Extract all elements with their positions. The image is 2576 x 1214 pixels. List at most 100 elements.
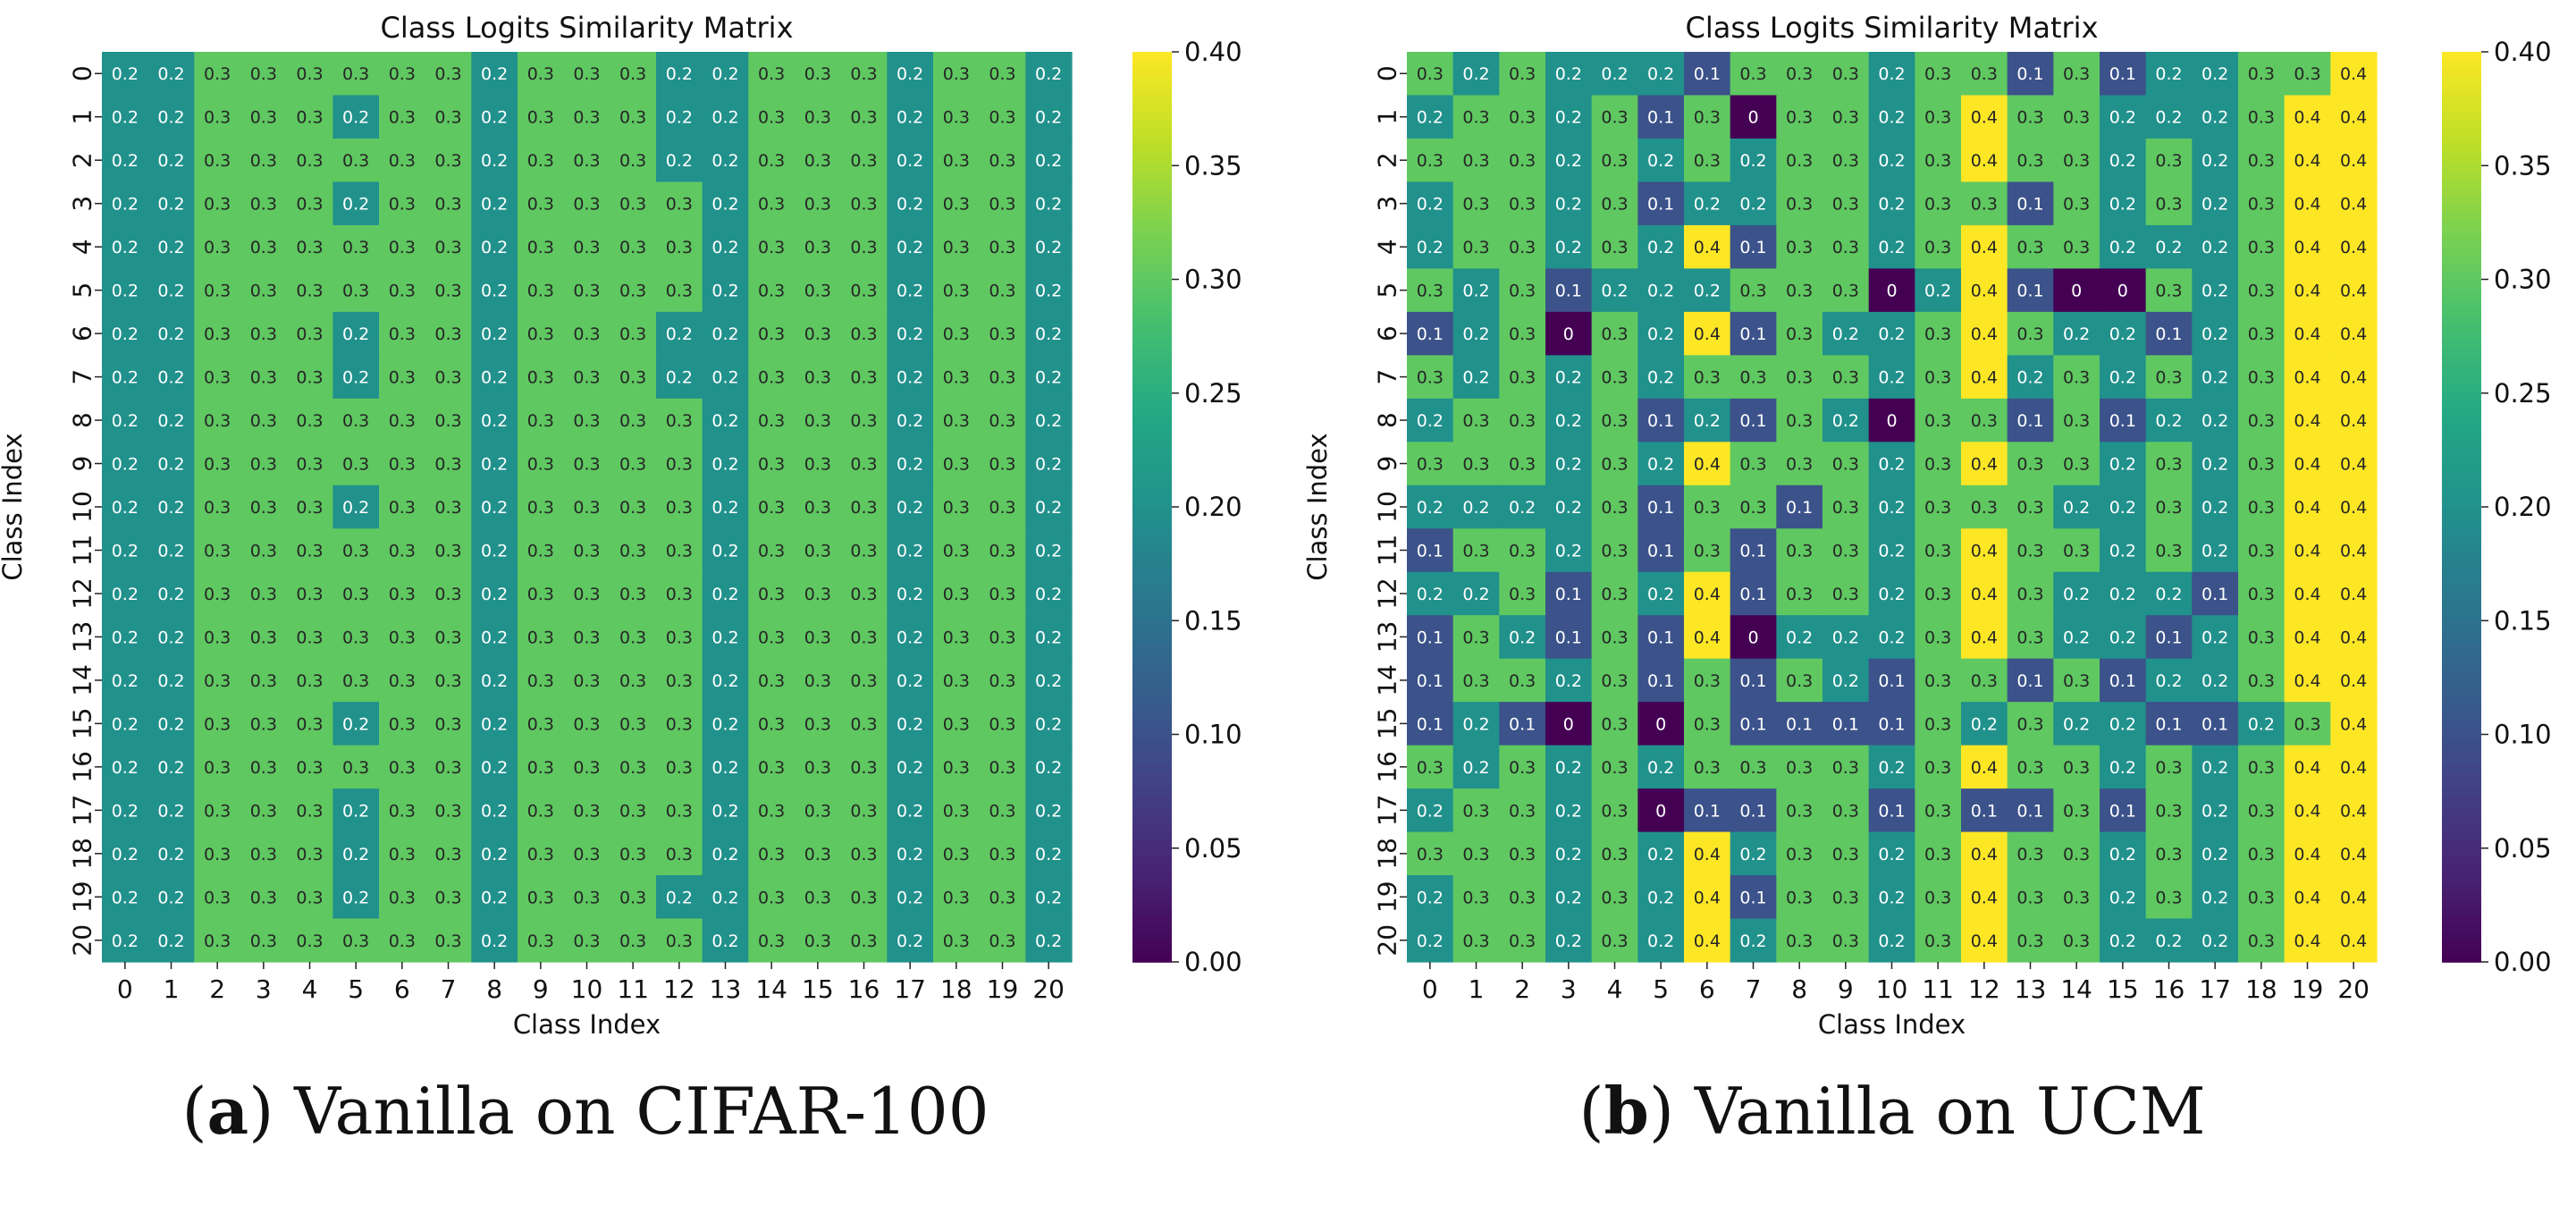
panel-a-cell-label: 0.3 [296,411,323,431]
panel-a-cell-label: 0.3 [342,585,369,604]
panel-b-cell [1591,311,1638,356]
panel-b-cell [2100,442,2147,486]
panel-b-colorbar-strip [2442,400,2481,409]
panel-b-cell [1407,571,1454,616]
panel-b-cell-label: 0.1 [1694,801,1721,821]
panel-a-cell [379,571,426,616]
panel-b-cell-label: 0.4 [2294,455,2320,475]
panel-a-cell [887,485,934,529]
panel-b-cell-label: 0.3 [1694,714,1721,734]
panel-a-cell [887,95,934,139]
panel-a-cell-label: 0.3 [619,455,646,475]
panel-b-cell [1637,875,1685,920]
panel-b-cell [2100,745,2147,789]
panel-a-cell-label: 0.3 [342,411,369,431]
panel-b-cell [1499,615,1546,660]
panel-a-cell-label: 0.3 [850,411,877,431]
panel-b-cell [1961,268,2008,313]
panel-b-cell-label: 0.4 [2294,671,2320,691]
panel-a-cell [795,52,842,97]
panel-b-cell [2053,831,2100,876]
panel-a-cell [286,875,333,920]
panel-b-cell [1545,95,1593,139]
panel-b-colorbar-strip [2442,257,2481,266]
panel-a-cell-label: 0.3 [204,628,231,647]
panel-b-cell [1684,528,1731,573]
panel-b-cell-label: 0.2 [1647,238,1674,257]
panel-b-cell [2330,311,2378,356]
panel-a-cell-label: 0.2 [897,151,923,171]
panel-b-colorbar-strip [2442,901,2481,910]
panel-b-cell [1684,788,1731,833]
panel-a-cell [795,138,842,183]
panel-a-x-tick-label: 4 [302,974,318,1004]
panel-a-cell [610,918,657,963]
panel-a-cell [840,702,888,746]
panel-a-cell [563,615,610,660]
panel-a-cell-label: 0.3 [434,671,461,691]
panel-a-cell [610,138,657,183]
panel-b-cell-label: 0.4 [2340,585,2367,604]
panel-a-cell-label: 0.3 [804,585,831,604]
panel-a-colorbar-strip [1132,696,1172,705]
panel-b-cell [2053,875,2100,920]
panel-a-x-tick-label: 18 [940,974,972,1004]
panel-b-colorbar-strip [2442,52,2481,61]
panel-b-cell-label: 0.2 [2109,628,2136,647]
panel-b-colorbar-tick-label: 0.05 [2494,833,2552,864]
panel-b-cell [1730,788,1777,833]
panel-a-cell [748,268,796,313]
panel-b-cell [2330,268,2378,313]
panel-a-colorbar-strip [1132,468,1172,477]
panel-a-cell [748,442,796,486]
panel-b-cell-label: 0.3 [1924,368,1951,388]
panel-a-cell [656,528,703,573]
panel-a-colorbar-strip [1132,362,1172,372]
panel-b-cell-label: 0.3 [1832,888,1859,907]
panel-a-cell-label: 0.2 [157,411,184,431]
panel-a-cell-label: 0.3 [943,325,970,344]
panel-a-cell [379,442,426,486]
panel-a-cell [518,615,565,660]
panel-a-cell [240,268,288,313]
panel-a-cell [102,875,149,920]
panel-b-cell-label: 0.2 [2201,64,2228,84]
panel-a-cell-label: 0.3 [619,282,646,301]
panel-a-cell-label: 0.2 [897,671,923,691]
panel-a-cell-label: 0.3 [619,585,646,604]
panel-b-cell-label: 0.2 [1417,888,1444,907]
panel-a-cell-label: 0.3 [804,498,831,518]
panel-b-cell-label: 0.1 [2016,671,2043,691]
panel-a-cell-label: 0.2 [1035,671,1062,691]
panel-b-cell [1961,311,2008,356]
panel-a-cell-label: 0.3 [434,758,461,778]
panel-a-cell-label: 0.3 [850,282,877,301]
panel-a-y-tick-label: 8 [68,412,97,428]
panel-b-cell-label: 0.2 [1647,282,1674,301]
panel-b-cell [1730,224,1777,269]
panel-b-y-tick-label: 14 [1373,664,1402,696]
panel-b-cell [1499,224,1546,269]
panel-b-colorbar-strip [2442,666,2481,675]
panel-b-cell [1499,52,1546,97]
panel-a-cell [702,311,749,356]
panel-b-cell [1730,52,1777,97]
panel-a-cell-label: 0.3 [204,64,231,84]
panel-a-cell [147,788,195,833]
panel-b-cell [1499,485,1546,529]
panel-a-cell [933,52,981,97]
panel-b-cell-label: 0.3 [1601,238,1628,257]
panel-a-cell [702,181,749,226]
panel-b-cell-label: 0.3 [1462,628,1489,647]
panel-a-cell [656,355,703,400]
panel-a-cell-label: 0.3 [250,628,277,647]
panel-b-cell [1776,442,1823,486]
panel-a-cell [194,311,241,356]
panel-b-cell-label: 0.3 [1462,455,1489,475]
panel-b-cell [1545,224,1593,269]
panel-b-cell [1961,355,2008,400]
panel-b-cell-label: 0.2 [2201,455,2228,475]
panel-a-cell-label: 0.2 [1035,541,1062,561]
panel-b-y-tick-label: 1 [1373,109,1402,125]
panel-a-cell-label: 0.2 [112,108,139,128]
